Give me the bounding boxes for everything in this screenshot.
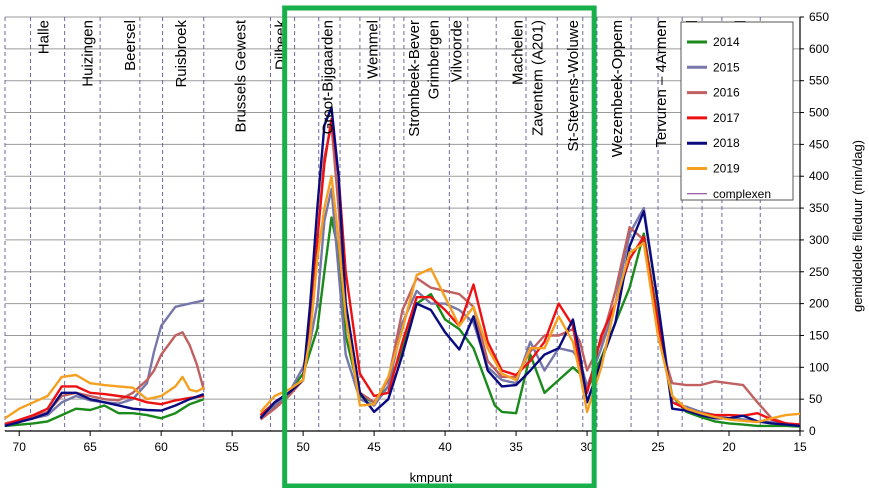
x-axis-label: kmpunt: [410, 470, 453, 485]
place-label: Grimbergen: [426, 20, 443, 99]
legend-label: 2017: [713, 111, 740, 125]
place-labels: Halle Huizingen Beersel Ruisbroek Brussels G…: [35, 19, 749, 157]
series-line-2019: [259, 174, 801, 424]
y-axis-ticks: 0 50 100 150 200 250 300 350 400 450 500 550 600 650: [800, 10, 829, 438]
legend-label: 2015: [713, 60, 740, 74]
series-line-2017: [4, 385, 204, 426]
x-tick-label: 55: [225, 440, 239, 454]
x-tick-label: 50: [296, 440, 310, 454]
x-tick-label: 35: [509, 440, 523, 454]
y-tick-label: 500: [809, 106, 829, 120]
grid: [5, 16, 800, 400]
series-line-2018: [259, 106, 801, 428]
series-line-2014: [4, 398, 205, 428]
place-label: Zaventem (A201): [529, 20, 546, 136]
series-line-2018: [4, 391, 205, 428]
place-label: Ruisbroek: [173, 20, 190, 88]
y-tick-label: 100: [809, 360, 829, 374]
y-tick-label: 600: [809, 42, 829, 56]
legend-label: 2018: [713, 136, 740, 150]
y-tick-label: 550: [809, 74, 829, 88]
place-label: Wezembeek-Oppem: [609, 20, 626, 157]
x-tick-label: 45: [367, 440, 381, 454]
legend-box: [680, 21, 794, 201]
series-line-2015: [4, 299, 205, 426]
place-label: Groot-Bijgaarden: [319, 20, 336, 134]
x-tick-label: 20: [722, 440, 736, 454]
place-label: Strombeek-Bever: [406, 20, 423, 137]
x-tick-label: 70: [13, 440, 27, 454]
legend-label: 2019: [713, 162, 740, 176]
place-label: Brussels Gewest: [233, 19, 250, 132]
x-tick-label: 15: [793, 440, 807, 454]
y-tick-label: 350: [809, 201, 829, 215]
x-tick-label: 30: [580, 440, 594, 454]
place-label: Tervuren – 4Armen: [653, 20, 670, 148]
y-axis-label: gemiddelde fileduur (min/dag): [850, 140, 865, 312]
place-label: Wemmel: [365, 20, 382, 79]
y-tick-label: 150: [809, 328, 829, 342]
x-tick-label: 25: [651, 440, 665, 454]
y-tick-label: 250: [809, 265, 829, 279]
y-tick-label: 50: [809, 392, 823, 406]
legend-label: 2016: [713, 86, 740, 100]
x-tick-label: 60: [154, 440, 168, 454]
y-tick-label: 200: [809, 297, 829, 311]
legend: 2014 2015 2016 2017 2018 2019 complexen: [680, 21, 794, 201]
place-label: St-Stevens-Woluwe: [565, 20, 582, 151]
legend-label: complexen: [713, 187, 771, 201]
legend-label: 2014: [713, 35, 740, 49]
place-label: Vilvoorde: [448, 20, 465, 82]
x-tick-label: 65: [83, 440, 97, 454]
series-line-2019: [4, 373, 205, 420]
y-tick-label: 450: [809, 137, 829, 151]
series-line-2014: [259, 216, 801, 428]
axes: [5, 17, 801, 432]
complexen-lines: [4, 17, 761, 431]
series-line-2016: [4, 331, 205, 425]
series-lines: [4, 106, 801, 428]
place-label: Machelen: [510, 20, 527, 85]
x-axis-ticks: 70 65 60 55 50 45 40 35 30 25 20 15: [13, 431, 807, 454]
y-tick-label: 400: [809, 169, 829, 183]
place-label: Beersel: [122, 20, 139, 71]
y-tick-label: 0: [809, 424, 816, 438]
place-label: Huizingen: [79, 20, 96, 87]
highlight-box: [282, 5, 597, 488]
x-tick-label: 40: [438, 440, 452, 454]
series-line-2015: [259, 187, 801, 426]
y-tick-label: 300: [809, 233, 829, 247]
y-tick-label: 650: [809, 10, 829, 24]
place-label: Halle: [35, 20, 52, 54]
